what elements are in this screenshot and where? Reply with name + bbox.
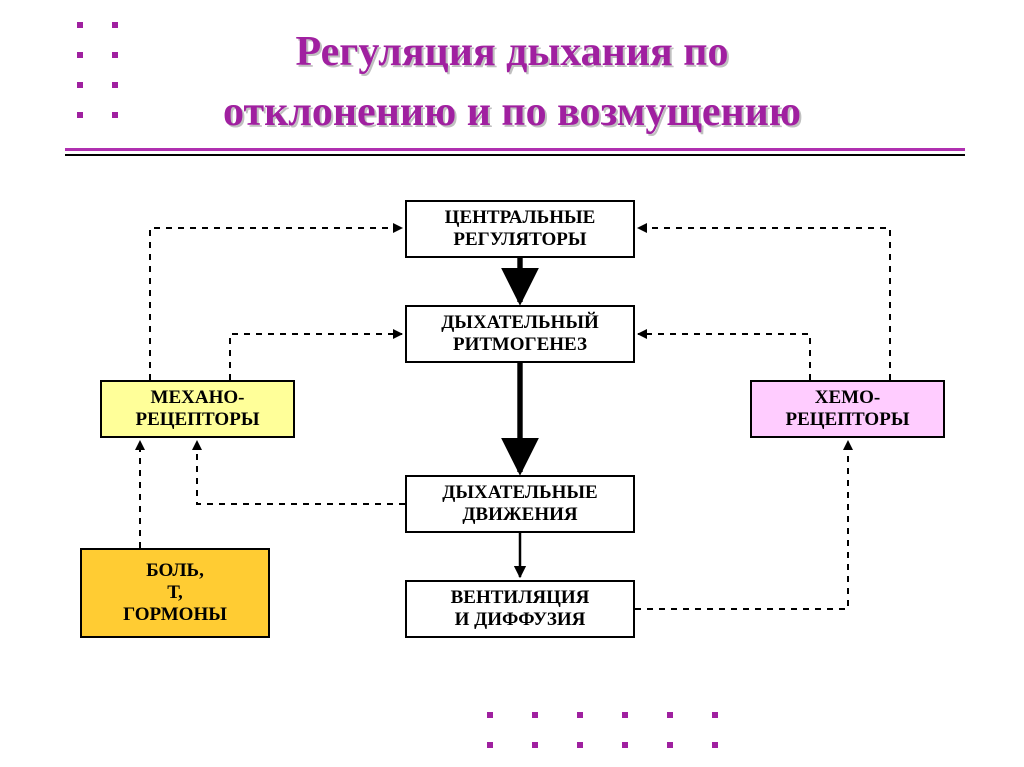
decor-bullet [77,22,83,28]
decor-bullet [622,742,628,748]
node-rhythmogenesis: ДЫХАТЕЛЬНЫЙРИТМОГЕНЕЗ [405,305,635,363]
arrow-mechano-to-central [150,228,402,380]
node-chemo-label: ХЕМО-РЕЦЕПТОРЫ [786,387,910,431]
node-central-label: ЦЕНТРАЛЬНЫЕРЕГУЛЯТОРЫ [445,207,596,251]
decor-bullet [712,712,718,718]
arrow-mechano-to-rhythmo [230,334,402,380]
decor-bullet [77,112,83,118]
decor-bullet [577,742,583,748]
decor-bullet [622,712,628,718]
slide-title-line1: Регуляция дыхания по [0,28,1024,76]
node-central-regulators: ЦЕНТРАЛЬНЫЕРЕГУЛЯТОРЫ [405,200,635,258]
title-underline-top [65,148,965,151]
decor-bullet [112,112,118,118]
node-breathing-movements: ДЫХАТЕЛЬНЫЕДВИЖЕНИЯ [405,475,635,533]
decor-bullet [712,742,718,748]
node-pain-label: БОЛЬ,Т,ГОРМОНЫ [123,560,227,626]
node-rhythmo-label: ДЫХАТЕЛЬНЫЙРИТМОГЕНЕЗ [441,312,599,356]
decor-bullet [532,712,538,718]
decor-bullet [487,742,493,748]
node-pain-hormones: БОЛЬ,Т,ГОРМОНЫ [80,548,270,638]
decor-bullet [112,22,118,28]
node-chemoreceptors: ХЕМО-РЕЦЕПТОРЫ [750,380,945,438]
arrow-movements-to-mechano [197,441,405,504]
arrow-vent-to-chemo [635,441,848,609]
decor-bullet [667,742,673,748]
node-movements-label: ДЫХАТЕЛЬНЫЕДВИЖЕНИЯ [442,482,597,526]
decor-bullet [487,712,493,718]
decor-bullet [112,52,118,58]
node-ventilation: ВЕНТИЛЯЦИЯИ ДИФФУЗИЯ [405,580,635,638]
title-text-2: отклонению и по возмущению [223,89,801,135]
title-text-1: Регуляция дыхания по [296,29,729,75]
node-mechanoreceptors: МЕХАНО-РЕЦЕПТОРЫ [100,380,295,438]
decor-bullet [112,82,118,88]
arrow-chemo-to-rhythmo [638,334,810,380]
decor-bullet [77,52,83,58]
decor-bullet [667,712,673,718]
node-vent-label: ВЕНТИЛЯЦИЯИ ДИФФУЗИЯ [451,587,590,631]
node-mechano-label: МЕХАНО-РЕЦЕПТОРЫ [136,387,260,431]
slide-title-line2: отклонению и по возмущению [0,88,1024,136]
decor-bullet [77,82,83,88]
decor-bullet [577,712,583,718]
arrow-chemo-to-central [638,228,890,380]
title-underline-bottom [65,154,965,156]
decor-bullet [532,742,538,748]
